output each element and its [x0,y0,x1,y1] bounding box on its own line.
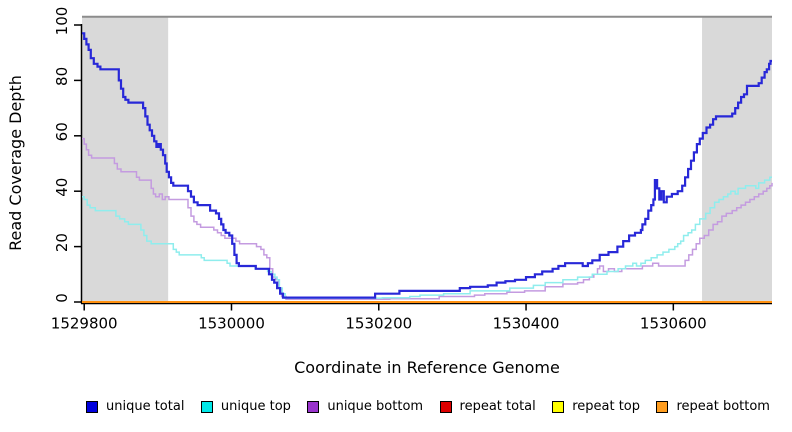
legend-label: unique total [106,399,185,414]
legend-item-repeat-bottom: repeat bottom [656,399,770,414]
x-tick-label: 1530600 [640,315,707,333]
shaded-region-1 [702,16,772,302]
legend-swatch-unique-total [86,400,98,413]
legend-item-unique-total: unique total [86,399,184,414]
legend-label: repeat bottom [676,399,770,414]
x-axis-title: Coordinate in Reference Genome [294,358,560,377]
x-tick-label: 1530200 [345,315,412,333]
legend-swatch-repeat-bottom [656,400,669,413]
y-tick-label: 0 [53,293,71,303]
y-tick-label: 60 [53,122,71,141]
legend-label: repeat total [459,399,536,414]
legend-item-unique-bottom: unique bottom [307,399,423,414]
legend-label: repeat top [572,399,640,414]
legend-swatch-unique-bottom [307,400,320,413]
x-tick-label: 1530400 [493,315,560,333]
series-line-unique-top [82,176,772,299]
legend-swatch-unique-top [200,400,213,413]
y-tick-label: 40 [53,178,71,197]
legend-label: unique bottom [327,399,424,414]
y-tick-label: 100 [53,7,71,36]
legend-item-repeat-top: repeat top [552,399,640,414]
legend-item-unique-top: unique top [200,399,291,414]
series-line-unique-total [82,32,772,299]
y-tick-label: 20 [53,233,71,252]
series-line-unique-bottom [82,137,773,300]
x-tick-label: 1529800 [51,315,118,333]
x-tick-label: 1530000 [198,315,265,333]
legend: unique total unique top unique bottom repea… [86,399,770,414]
y-axis-title: Read Coverage Depth [6,75,25,251]
shaded-region-0 [82,16,169,302]
legend-item-repeat-total: repeat total [439,399,536,414]
legend-swatch-repeat-top [552,400,565,413]
y-tick-label: 80 [53,67,71,86]
legend-swatch-repeat-total [439,400,452,413]
legend-label: unique top [220,399,291,414]
